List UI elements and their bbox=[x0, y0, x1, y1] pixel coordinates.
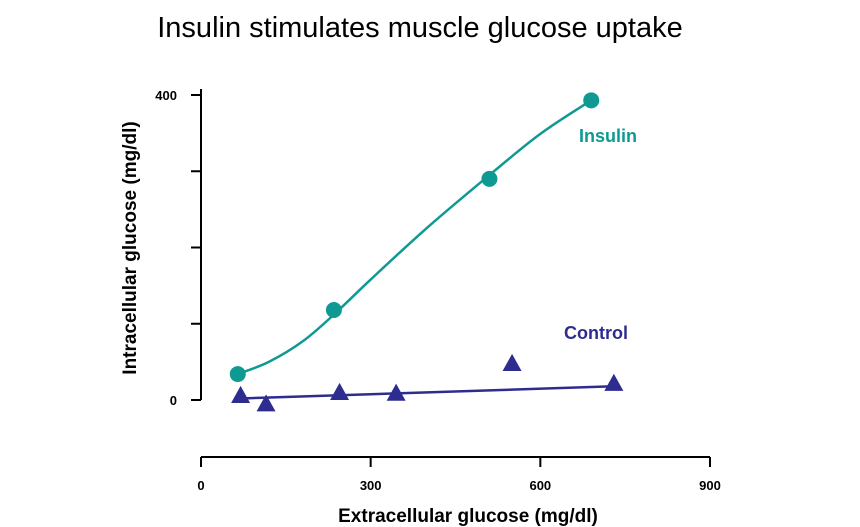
control-data-point bbox=[502, 353, 522, 371]
y-tick-label: 0 bbox=[170, 393, 177, 408]
x-axis-title: Extracellular glucose (mg/dl) bbox=[338, 506, 598, 527]
plot-series bbox=[229, 92, 624, 412]
x-tick-label: 0 bbox=[197, 478, 204, 493]
x-axis: 0 300 600 900 bbox=[197, 456, 721, 493]
control-data-point bbox=[330, 382, 350, 400]
series-label-control: Control bbox=[564, 323, 628, 343]
insulin-data-point bbox=[325, 302, 342, 319]
x-tick-label: 600 bbox=[529, 478, 551, 493]
insulin-data-point bbox=[481, 170, 498, 187]
y-axis-title: Intracellular glucose (mg/dl) bbox=[120, 121, 141, 374]
x-tick-label: 300 bbox=[360, 478, 382, 493]
y-tick-label: 400 bbox=[155, 88, 177, 103]
x-tick-label: 900 bbox=[699, 478, 721, 493]
control-fit-line bbox=[240, 385, 614, 400]
y-axis: 0 400 bbox=[155, 88, 202, 408]
control-data-point bbox=[231, 385, 251, 404]
insulin-data-point bbox=[583, 92, 600, 109]
control-data-point bbox=[256, 394, 276, 412]
control-data-point bbox=[386, 383, 406, 401]
insulin-fit-curve bbox=[237, 99, 592, 376]
series-label-insulin: Insulin bbox=[579, 126, 637, 146]
insulin-data-point bbox=[229, 366, 246, 383]
chart-title: Insulin stimulates muscle glucose uptake bbox=[157, 12, 682, 44]
control-data-point bbox=[604, 373, 624, 391]
